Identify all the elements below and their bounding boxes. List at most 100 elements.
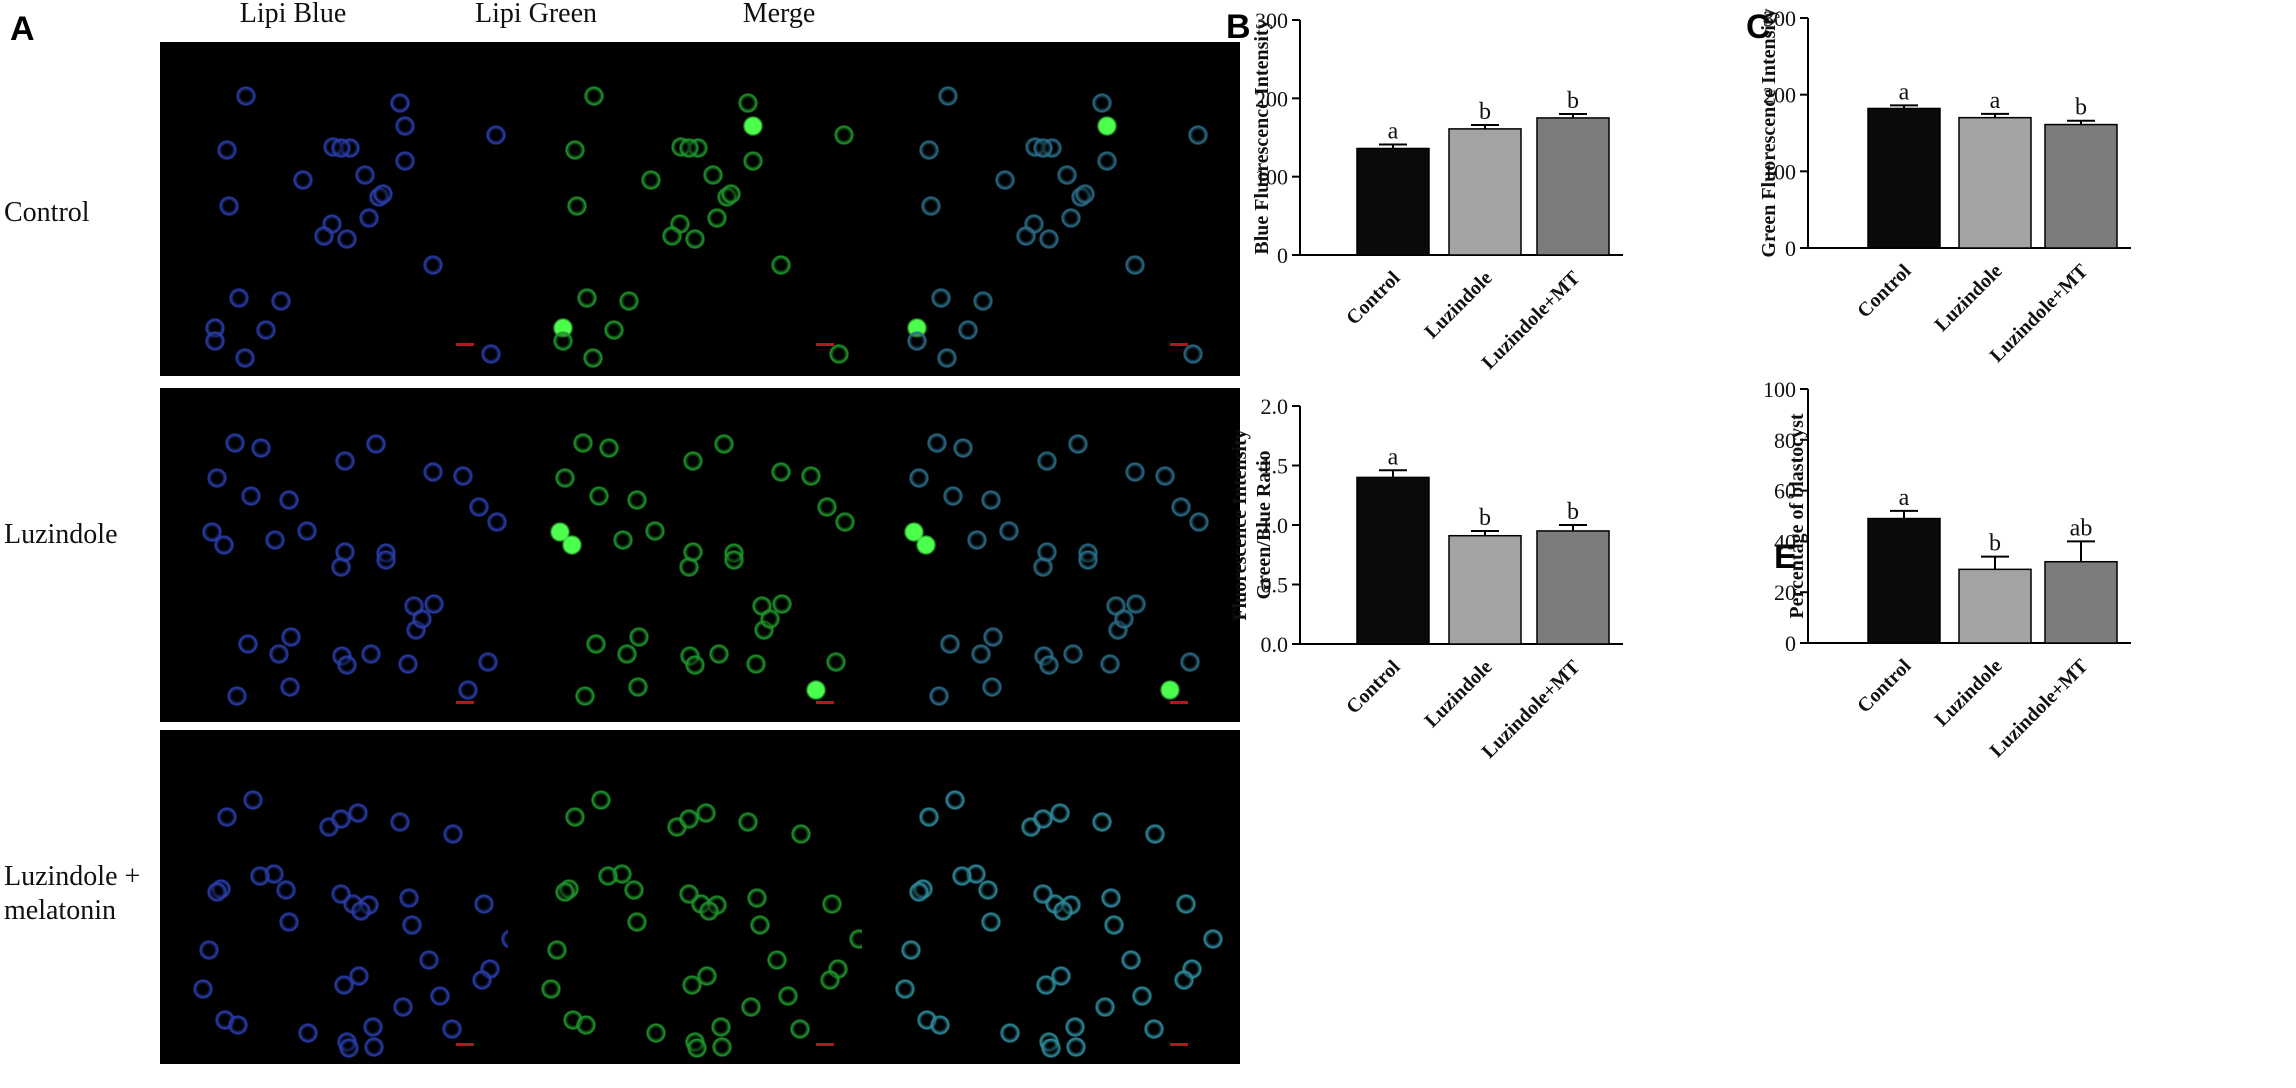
oocyte-cell [292,170,313,190]
oocyte-cell [394,150,415,171]
category-label: Control [1342,656,1405,719]
oocyte-cell [1114,609,1135,630]
oocyte-cell [944,790,965,811]
oocyte-cell [767,949,788,970]
oocyte-cell [1100,654,1121,675]
oocyte-cell [918,807,939,828]
oocyte-cell [597,866,618,886]
oocyte-cell [999,520,1020,541]
oocyte-cell [703,164,724,185]
oocyte-cell [908,882,929,903]
oocyte-cell [604,319,625,340]
y-axis-label: Green Fluorescence Intensity [1758,8,1780,257]
oocyte-cell [395,116,416,137]
bar [1867,517,1941,644]
oocyte-cell [1063,643,1084,664]
oocyte-cell [687,1037,708,1058]
oocyte-cell [256,319,277,340]
oocyte-cell [555,468,576,489]
oocyte-cell [683,451,704,472]
scale-bar [816,343,834,346]
micrograph-tile [160,730,538,1064]
oocyte-cell [820,970,841,991]
bar [1867,107,1941,249]
oocyte-cell [419,949,440,970]
oocyte-cell [216,807,237,828]
oocyte-cell [468,496,489,517]
oocyte-cell [920,196,941,217]
scale-bar [456,1043,474,1046]
oocyte-cell [250,437,271,458]
oocyte-cell [335,542,356,563]
oocyte-cell [271,290,292,311]
oocyte-cell [336,229,357,250]
oocyte-cell [628,676,648,697]
micrograph-tile [508,42,886,376]
oocyte-cell [457,679,478,700]
oocyte-cell [485,124,506,145]
oocyte-cell [1068,434,1089,455]
oocyte-cell [330,808,351,829]
oocyte-cell [619,290,640,311]
y-axis-label-line2: Green/Blue Ratio [1253,450,1275,599]
oocyte-cell [1203,928,1224,949]
oocyte-cell [1000,1022,1021,1043]
oocyte-cell [553,331,574,352]
bar [1356,476,1430,645]
oocyte-cell [336,654,357,675]
oocyte-cell [770,254,791,275]
oocyte-cell [564,807,585,828]
oocyte-cell [904,521,925,542]
y-tick-label: 0 [1277,243,1288,268]
oocyte-cell [709,643,730,664]
oocyte-cell [582,347,603,368]
y-tick-label: 80 [1774,428,1796,453]
column-header-merge: Merge [742,0,816,29]
oocyte-cell [576,1014,597,1035]
row-label-line: melatonin [4,895,116,926]
significance-label: ab [2070,515,2093,541]
oocyte-cell [737,811,758,832]
oocyte-cell [1180,651,1201,672]
micrograph-tile [508,730,886,1064]
oocyte-cell [724,549,745,570]
oocyte-cell [585,634,606,655]
row-label-line: Control [4,197,90,228]
oocyte-cell [214,535,235,556]
oocyte-cell [478,651,499,672]
oocyte-cell [1091,811,1112,832]
scale-bar [456,343,474,346]
row-label-luzindole-melatonin: Luzindole + melatonin [4,860,140,928]
oocyte-cell [202,521,223,542]
oocyte-cell [1041,1037,1062,1058]
oocyte-cell [249,866,270,886]
oocyte-cell [1038,654,1059,675]
oocyte-cell [1032,138,1053,159]
oocyte-cell [629,627,650,648]
bar [1536,530,1610,645]
oocyte-cell [833,124,854,145]
oocyte-cell [240,486,261,507]
oocyte-cell [746,887,767,908]
bar [2044,560,2118,644]
oocyte-cell [577,288,598,309]
oocyte-cell [199,940,220,961]
row-label-luzindole: Luzindole [4,518,118,552]
panel-b-letter: B [1226,8,1251,46]
oocyte-cell [472,970,493,991]
category-label: Control [1342,267,1405,330]
significance-label: b [1479,505,1491,531]
oocyte-cell [264,530,285,551]
oocyte-cell [942,486,963,507]
oocyte-cell [372,184,393,205]
oocyte-cell [826,651,847,672]
oocyte-cell [473,893,494,914]
oocyte-cell [349,965,370,986]
y-tick-label: 60 [1774,479,1796,504]
oocyte-cell [280,676,300,697]
bar [1958,116,2032,249]
oocyte-cell [800,465,821,486]
oocyte-cell [894,979,915,1000]
oocyte-cell [550,521,571,542]
oocyte-cell [1038,229,1059,250]
